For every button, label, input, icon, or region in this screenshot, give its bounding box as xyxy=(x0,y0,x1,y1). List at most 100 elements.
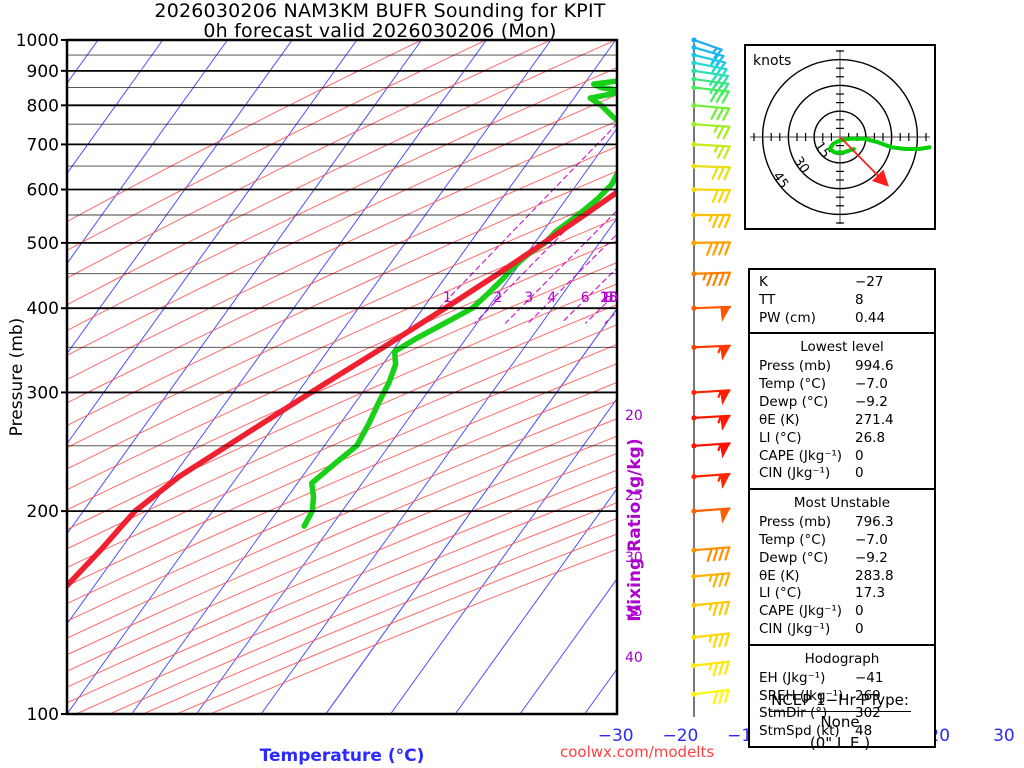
index-value: 48 xyxy=(855,723,873,740)
index-value: −27 xyxy=(855,274,884,290)
ptype-header: NCEP 1−Hr PType: xyxy=(769,690,911,713)
ptype-value: None xyxy=(820,713,860,732)
pressure-tick-label: 700 xyxy=(27,135,59,155)
wind-barb xyxy=(691,163,731,181)
mixing-ratio-line-label: 2 xyxy=(493,290,502,306)
index-value: 0 xyxy=(855,447,864,464)
mixing-ratio-scale-label: 25 xyxy=(625,488,643,504)
index-value: 994.6 xyxy=(855,358,894,375)
table-row: θE (K) 283.8 xyxy=(750,568,934,586)
index-value: −41 xyxy=(855,669,884,686)
wind-barb xyxy=(691,212,732,229)
wind-barb xyxy=(691,305,731,322)
wind-barb xyxy=(691,632,731,649)
table-row: CIN (Jkg⁻¹) 0 xyxy=(750,465,934,483)
temperature-tick-label: −20 xyxy=(662,726,698,746)
mixing-ratio-line-label: 8 xyxy=(605,290,614,306)
section-header: Most Unstable xyxy=(793,495,891,512)
hodograph-stats-rows: EH (Jkg⁻¹) −41 SREH (Jkg⁻¹) 269 StmDir (°) 30… xyxy=(750,670,934,741)
ptype-block: NCEP 1−Hr PType: None (0" L.E.) xyxy=(736,690,944,753)
lowest-level-rows: Press (mb) 994.6 Temp (°C) −7.0 Dewp (°C) −9.… xyxy=(750,358,934,483)
mixing-ratio-axis-label: Mixing Ratio (g/kg) xyxy=(625,438,645,621)
index-key: LI (°C) xyxy=(759,585,802,602)
table-row: StmDir (°) 302 xyxy=(750,705,934,723)
index-key: SREH (Jkg⁻¹) xyxy=(759,687,844,704)
wind-barb xyxy=(691,186,732,204)
wind-barb xyxy=(691,344,731,361)
temperature-tick-label: −30 xyxy=(598,726,634,746)
pressure-tick-label: 600 xyxy=(27,181,59,201)
index-key: EH (Jkg⁻¹) xyxy=(759,669,826,686)
mixing-ratio-scale-label: 35 xyxy=(625,604,643,620)
index-key: StmDir (°) xyxy=(759,705,828,722)
index-value: 17.3 xyxy=(855,585,886,602)
wind-barb xyxy=(691,600,731,617)
mixing-ratio-line-label: 3 xyxy=(524,290,533,306)
mixing-ratio-line-label: 15 xyxy=(600,290,618,306)
index-key: CIN (Jkg⁻¹) xyxy=(759,621,831,637)
wind-barb xyxy=(691,507,731,524)
x-axis-label: Temperature (°C) xyxy=(260,746,425,766)
wind-barb xyxy=(691,660,730,677)
index-key: Press (mb) xyxy=(759,514,832,531)
title-line-2: 0h forecast valid 2026030206 (Mon) xyxy=(203,19,557,42)
index-value: 302 xyxy=(855,705,881,722)
section-header: Lowest level xyxy=(800,339,884,356)
table-row: StmSpd (kt) 48 xyxy=(750,723,934,741)
index-key: LI (°C) xyxy=(759,429,802,446)
index-value: 283.8 xyxy=(855,567,894,584)
mixing-ratio-scale-label: 30 xyxy=(625,550,643,566)
ptype-amount: (0" L.E.) xyxy=(809,733,871,752)
wind-barb-column xyxy=(691,37,732,717)
index-key: Press (mb) xyxy=(759,358,832,375)
lowest-level-section: Lowest level Press (mb) 994.6 Temp (°C) −7.… xyxy=(750,334,934,491)
index-value: 269 xyxy=(855,687,881,704)
index-value: −9.2 xyxy=(855,394,888,411)
mixing-ratio-scale-label: 40 xyxy=(625,650,643,666)
index-key: Temp (°C) xyxy=(759,376,826,393)
hodograph-units-label: knots xyxy=(753,53,791,69)
pressure-tick-label: 500 xyxy=(27,234,59,254)
table-row: θE (K) 271.4 xyxy=(750,412,934,430)
temperature-tick-label: 30 xyxy=(993,726,1015,746)
index-value: −7.0 xyxy=(855,376,888,393)
wind-barb xyxy=(691,688,730,705)
table-row: TT 8 xyxy=(750,292,934,310)
index-value: 796.3 xyxy=(855,514,894,531)
index-key: CAPE (Jkg⁻¹) xyxy=(759,603,843,620)
pressure-tick-label: 800 xyxy=(27,96,59,116)
wind-barb xyxy=(691,141,731,160)
table-row: SREH (Jkg⁻¹) 269 xyxy=(750,688,934,706)
index-key: K xyxy=(759,274,768,290)
index-value: 271.4 xyxy=(855,411,894,428)
pressure-tick-label: 300 xyxy=(27,383,59,403)
wind-barb xyxy=(691,240,732,256)
index-key: PW (cm) xyxy=(759,309,816,326)
index-value: −9.2 xyxy=(855,549,888,566)
index-value: 0 xyxy=(855,465,864,482)
index-value: 0 xyxy=(855,603,864,620)
most-unstable-rows: Press (mb) 796.3 Temp (°C) −7.0 Dewp (°C) −9.… xyxy=(750,514,934,639)
mixing-ratio-line-label: 1 xyxy=(443,290,452,306)
table-row: LI (°C) 26.8 xyxy=(750,430,934,448)
mixing-ratio-line-label: 20 xyxy=(600,290,618,306)
pressure-tick-label: 100 xyxy=(27,705,59,725)
table-row: CIN (Jkg⁻¹) 0 xyxy=(750,621,934,639)
index-key: Dewp (°C) xyxy=(759,549,829,566)
table-row: Temp (°C) −7.0 xyxy=(750,376,934,394)
sounding-indices-table: K −27 TT 8 PW (cm) 0.44 Lowest level Pre… xyxy=(748,268,936,749)
pressure-tick-label: 200 xyxy=(27,502,59,522)
mixing-ratio-line-label: 6 xyxy=(581,290,590,306)
table-row: EH (Jkg⁻¹) −41 xyxy=(750,670,934,688)
table-row: K −27 xyxy=(750,274,934,292)
index-key: θE (K) xyxy=(759,411,800,428)
table-row: Dewp (°C) −9.2 xyxy=(750,550,934,568)
index-key: θE (K) xyxy=(759,567,800,584)
index-value: 0.44 xyxy=(855,309,886,326)
table-row: Dewp (°C) −9.2 xyxy=(750,394,934,412)
index-key: Temp (°C) xyxy=(759,531,826,548)
mixing-ratio-line-label: 4 xyxy=(547,290,556,306)
